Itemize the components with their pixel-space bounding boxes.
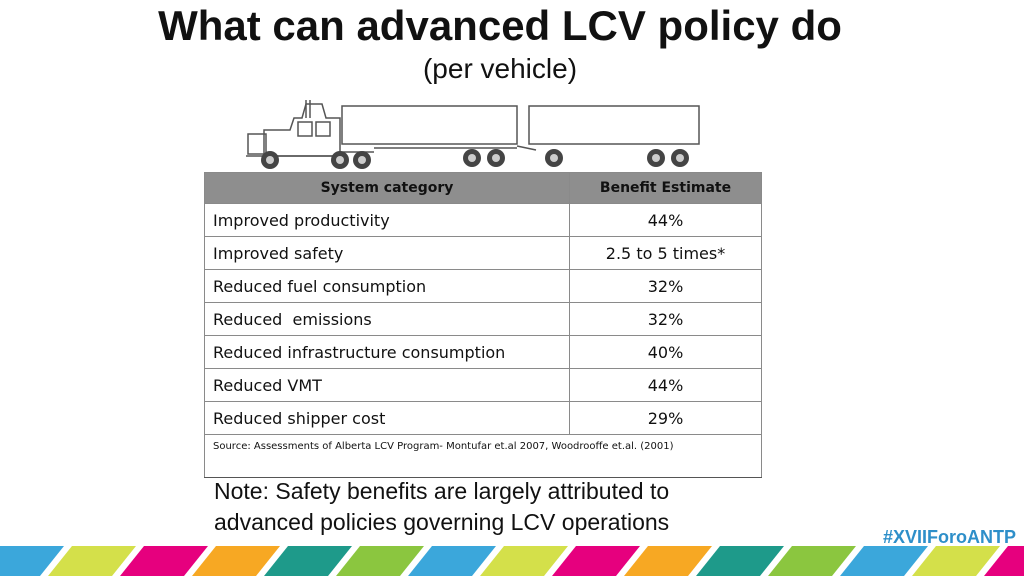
category-cell: Reduced emissions — [204, 302, 570, 336]
table-row: Reduced fuel consumption 32% — [204, 269, 762, 303]
category-cell: Improved safety — [204, 236, 570, 270]
slide-title: What can advanced LCV policy do — [158, 2, 842, 49]
stripe-segment — [696, 546, 784, 576]
note-line-1: Note: Safety benefits are largely attrib… — [214, 478, 670, 504]
stripe-segment — [408, 546, 496, 576]
stripe-segment — [120, 546, 208, 576]
stripe-segment — [192, 546, 280, 576]
stripe-segment — [768, 546, 856, 576]
stripe-segment — [984, 546, 1024, 576]
benefit-cell: 32% — [569, 269, 762, 303]
note-line-2: advanced policies governing LCV operatio… — [214, 509, 670, 535]
stripe-segment — [840, 546, 928, 576]
category-cell: Reduced fuel consumption — [204, 269, 570, 303]
table-row: Reduced shipper cost 29% — [204, 401, 762, 435]
stripe-segment — [912, 546, 1000, 576]
table-row: Reduced infrastructure consumption 40% — [204, 335, 762, 369]
benefit-cell: 32% — [569, 302, 762, 336]
category-cell: Reduced infrastructure consumption — [204, 335, 570, 369]
event-hashtag: #XVIIForoANTP — [882, 527, 1016, 547]
column-header-benefit: Benefit Estimate — [569, 172, 762, 204]
stripe-segment — [552, 546, 640, 576]
benefit-cell: 2.5 to 5 times* — [569, 236, 762, 270]
benefit-cell: 44% — [569, 368, 762, 402]
stripe-segment — [264, 546, 352, 576]
stripe-segment — [336, 546, 424, 576]
stripe-segment — [480, 546, 568, 576]
stripe-segment — [0, 546, 64, 576]
benefits-table: System category Benefit Estimate Improve… — [204, 172, 762, 478]
stripe-segment — [48, 546, 136, 576]
decorative-stripe-band — [0, 546, 1024, 576]
source-row: Source: Assessments of Alberta LCV Progr… — [204, 434, 762, 478]
slide-subtitle: (per vehicle) — [422, 53, 578, 84]
table-row: Reduced emissions 32% — [204, 302, 762, 336]
category-cell: Reduced shipper cost — [204, 401, 570, 435]
safety-note: Note: Safety benefits are largely attrib… — [214, 476, 744, 538]
table-row: Improved safety 2.5 to 5 times* — [204, 236, 762, 270]
stripe-segment — [624, 546, 712, 576]
source-citation: Source: Assessments of Alberta LCV Progr… — [204, 434, 762, 478]
category-cell: Improved productivity — [204, 203, 570, 237]
column-header-category: System category — [204, 172, 570, 204]
category-cell: Reduced VMT — [204, 368, 570, 402]
table-row: Reduced VMT 44% — [204, 368, 762, 402]
lcv-truck-double-trailer-icon — [246, 100, 700, 169]
benefit-cell: 29% — [569, 401, 762, 435]
table-header-row: System category Benefit Estimate — [204, 172, 762, 204]
benefit-cell: 44% — [569, 203, 762, 237]
table-row: Improved productivity 44% — [204, 203, 762, 237]
benefit-cell: 40% — [569, 335, 762, 369]
